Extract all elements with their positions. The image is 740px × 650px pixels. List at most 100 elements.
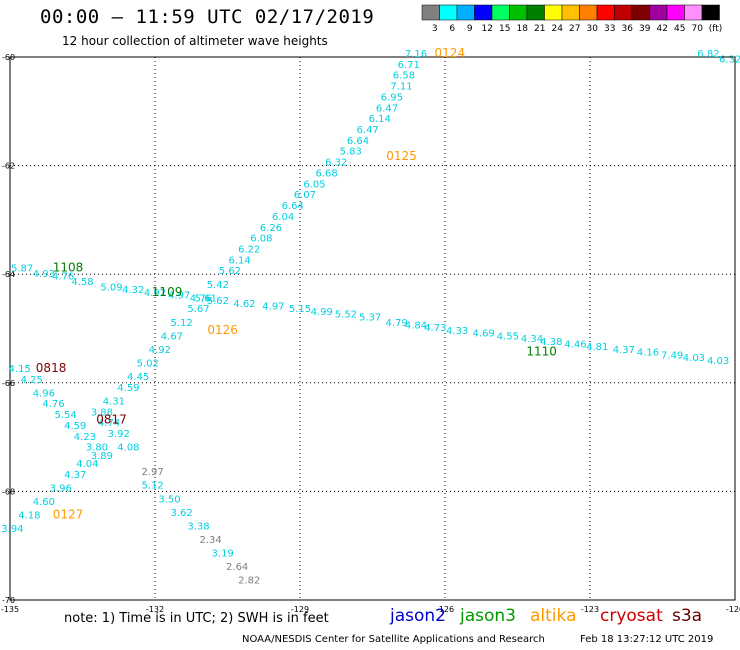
wave-height-value: 6.04: [272, 212, 294, 223]
wave-height-value: 5.37: [359, 312, 381, 323]
scale-swatch: [421, 4, 440, 21]
lat-tick-label: -68: [2, 487, 15, 496]
wave-height-value: 4.25: [21, 375, 43, 386]
wave-height-value: 5.54: [54, 410, 76, 421]
satellite-jason2: jason2: [390, 606, 446, 626]
wave-height-value: 4.74: [98, 418, 120, 429]
map-frame: [9, 56, 736, 601]
lon-tick-label: -120: [726, 605, 740, 614]
wave-height-value: 3.50: [158, 494, 180, 505]
wave-height-value: 4.04: [76, 459, 98, 470]
scale-swatch: [579, 4, 598, 21]
pass-time-label: 0127: [53, 508, 84, 522]
wave-height-value: 5.62: [219, 266, 241, 277]
wave-height-value: 4.03: [707, 356, 729, 367]
wave-height-value: 3.89: [91, 451, 113, 462]
scale-label: 9: [467, 24, 473, 34]
wave-height-value: 4.55: [497, 331, 519, 342]
wave-height-value: 4.38: [540, 337, 562, 348]
scale-swatch: [649, 4, 668, 21]
wave-height-value: 5.02: [137, 359, 159, 370]
wave-height-value: 4.46: [564, 340, 586, 351]
wave-height-value: 5.61: [195, 293, 217, 304]
scale-swatch: [456, 4, 475, 21]
wave-height-value: 6.05: [303, 179, 325, 190]
wave-height-value: 5.12: [141, 481, 163, 492]
scale-label: 21: [534, 24, 545, 34]
wave-height-value: 4.73: [424, 323, 446, 334]
color-scale-legend: 3 6 9 12 15 18 21 24 27 30 33 36 39 42 45 70 (ft): [421, 4, 723, 34]
scale-label: 24: [552, 24, 564, 34]
lon-tick-label: -132: [146, 605, 164, 614]
wave-height-value: 6.14: [228, 255, 250, 266]
scale-swatch: [509, 4, 528, 21]
wave-height-value: 5.15: [289, 304, 311, 315]
wave-height-value: 4.33: [446, 326, 468, 337]
lon-tick-label: -135: [1, 605, 19, 614]
footer-timestamp: Feb 18 13:27:12 UTC 2019: [580, 634, 714, 645]
satellite-cryosat: cryosat: [600, 606, 663, 626]
wave-height-value: 4.23: [74, 432, 96, 443]
wave-height-value: 3.62: [170, 508, 192, 519]
lon-tick-label: -129: [291, 605, 309, 614]
axis-tick-labels: -135 -132 -129 -126 -123 -120 -60 -62 -64 -66 -68 -…: [1, 53, 740, 614]
wave-height-value: 4.59: [64, 421, 86, 432]
wave-height-value: 4.37: [613, 345, 635, 356]
wave-height-value: 4.92: [149, 345, 171, 356]
wave-height-value: 3.19: [212, 549, 234, 560]
wave-height-value: 5.52: [335, 310, 357, 321]
wave-height-value-low: 2.64: [226, 562, 248, 573]
wave-height-value: 6.68: [315, 168, 337, 179]
wave-height-value: 3.94: [1, 524, 23, 535]
wave-height-value: 6.95: [381, 92, 403, 103]
lon-tick-label: -126: [436, 605, 454, 614]
wave-height-value: 3.38: [187, 521, 209, 532]
satellite-jason3: jason3: [460, 606, 516, 626]
scale-swatch: [561, 4, 580, 21]
wave-height-value: 4.08: [117, 443, 139, 454]
map-border: [9, 56, 736, 601]
map-subtitle: 12 hour collection of altimeter wave hei…: [62, 34, 328, 48]
scale-swatch: [631, 4, 650, 21]
satellite-altika: altika: [530, 606, 577, 626]
wave-height-value: 6.14: [369, 114, 391, 125]
scale-swatch: [544, 4, 563, 21]
wave-height-value: 3.92: [108, 429, 130, 440]
map-title: 00:00 – 11:59 UTC 02/17/2019: [40, 6, 375, 28]
scale-label: 45: [674, 24, 685, 34]
wave-height-value: 4.96: [33, 388, 55, 399]
scale-label: 15: [499, 24, 510, 34]
wave-height-value: 4.15: [9, 364, 31, 375]
wave-height-value-low: 2.82: [238, 576, 260, 587]
wave-height-value: 7.11: [390, 82, 412, 93]
wave-height-value: 6.32: [325, 158, 347, 169]
wave-height-value: 6.32: [719, 54, 740, 65]
wave-height-value: 6.64: [347, 136, 369, 147]
scale-label: 36: [622, 24, 634, 34]
pass-time-label: 0818: [36, 361, 67, 375]
scale-label: 33: [604, 24, 615, 34]
scale-unit: (ft): [709, 24, 723, 34]
scale-label: 18: [517, 24, 529, 34]
wave-height-value: 4.97: [262, 301, 284, 312]
scale-label: 42: [657, 24, 668, 34]
scale-swatch: [439, 4, 458, 21]
graticule: [10, 57, 735, 600]
wave-height-value: 4.37: [64, 470, 86, 481]
scale-swatch: [684, 4, 703, 21]
wave-height-value: 6.26: [260, 223, 282, 234]
scale-label: 3: [432, 24, 438, 34]
wave-height-value: 4.16: [637, 348, 659, 359]
wave-height-value: 4.62: [233, 299, 255, 310]
lat-tick-label: -64: [2, 270, 15, 279]
scale-swatch: [666, 4, 685, 21]
footer-credit: NOAA/NESDIS Center for Satellite Applica…: [242, 634, 545, 645]
wave-height-value: 6.22: [238, 244, 260, 255]
lat-tick-label: -66: [2, 379, 15, 388]
wave-height-value: 6.64: [282, 201, 304, 212]
lat-tick-label: -60: [2, 53, 15, 62]
scale-label: 27: [569, 24, 580, 34]
wave-height-value: 4.93: [33, 269, 55, 280]
wave-height-value: 3.96: [50, 483, 72, 494]
